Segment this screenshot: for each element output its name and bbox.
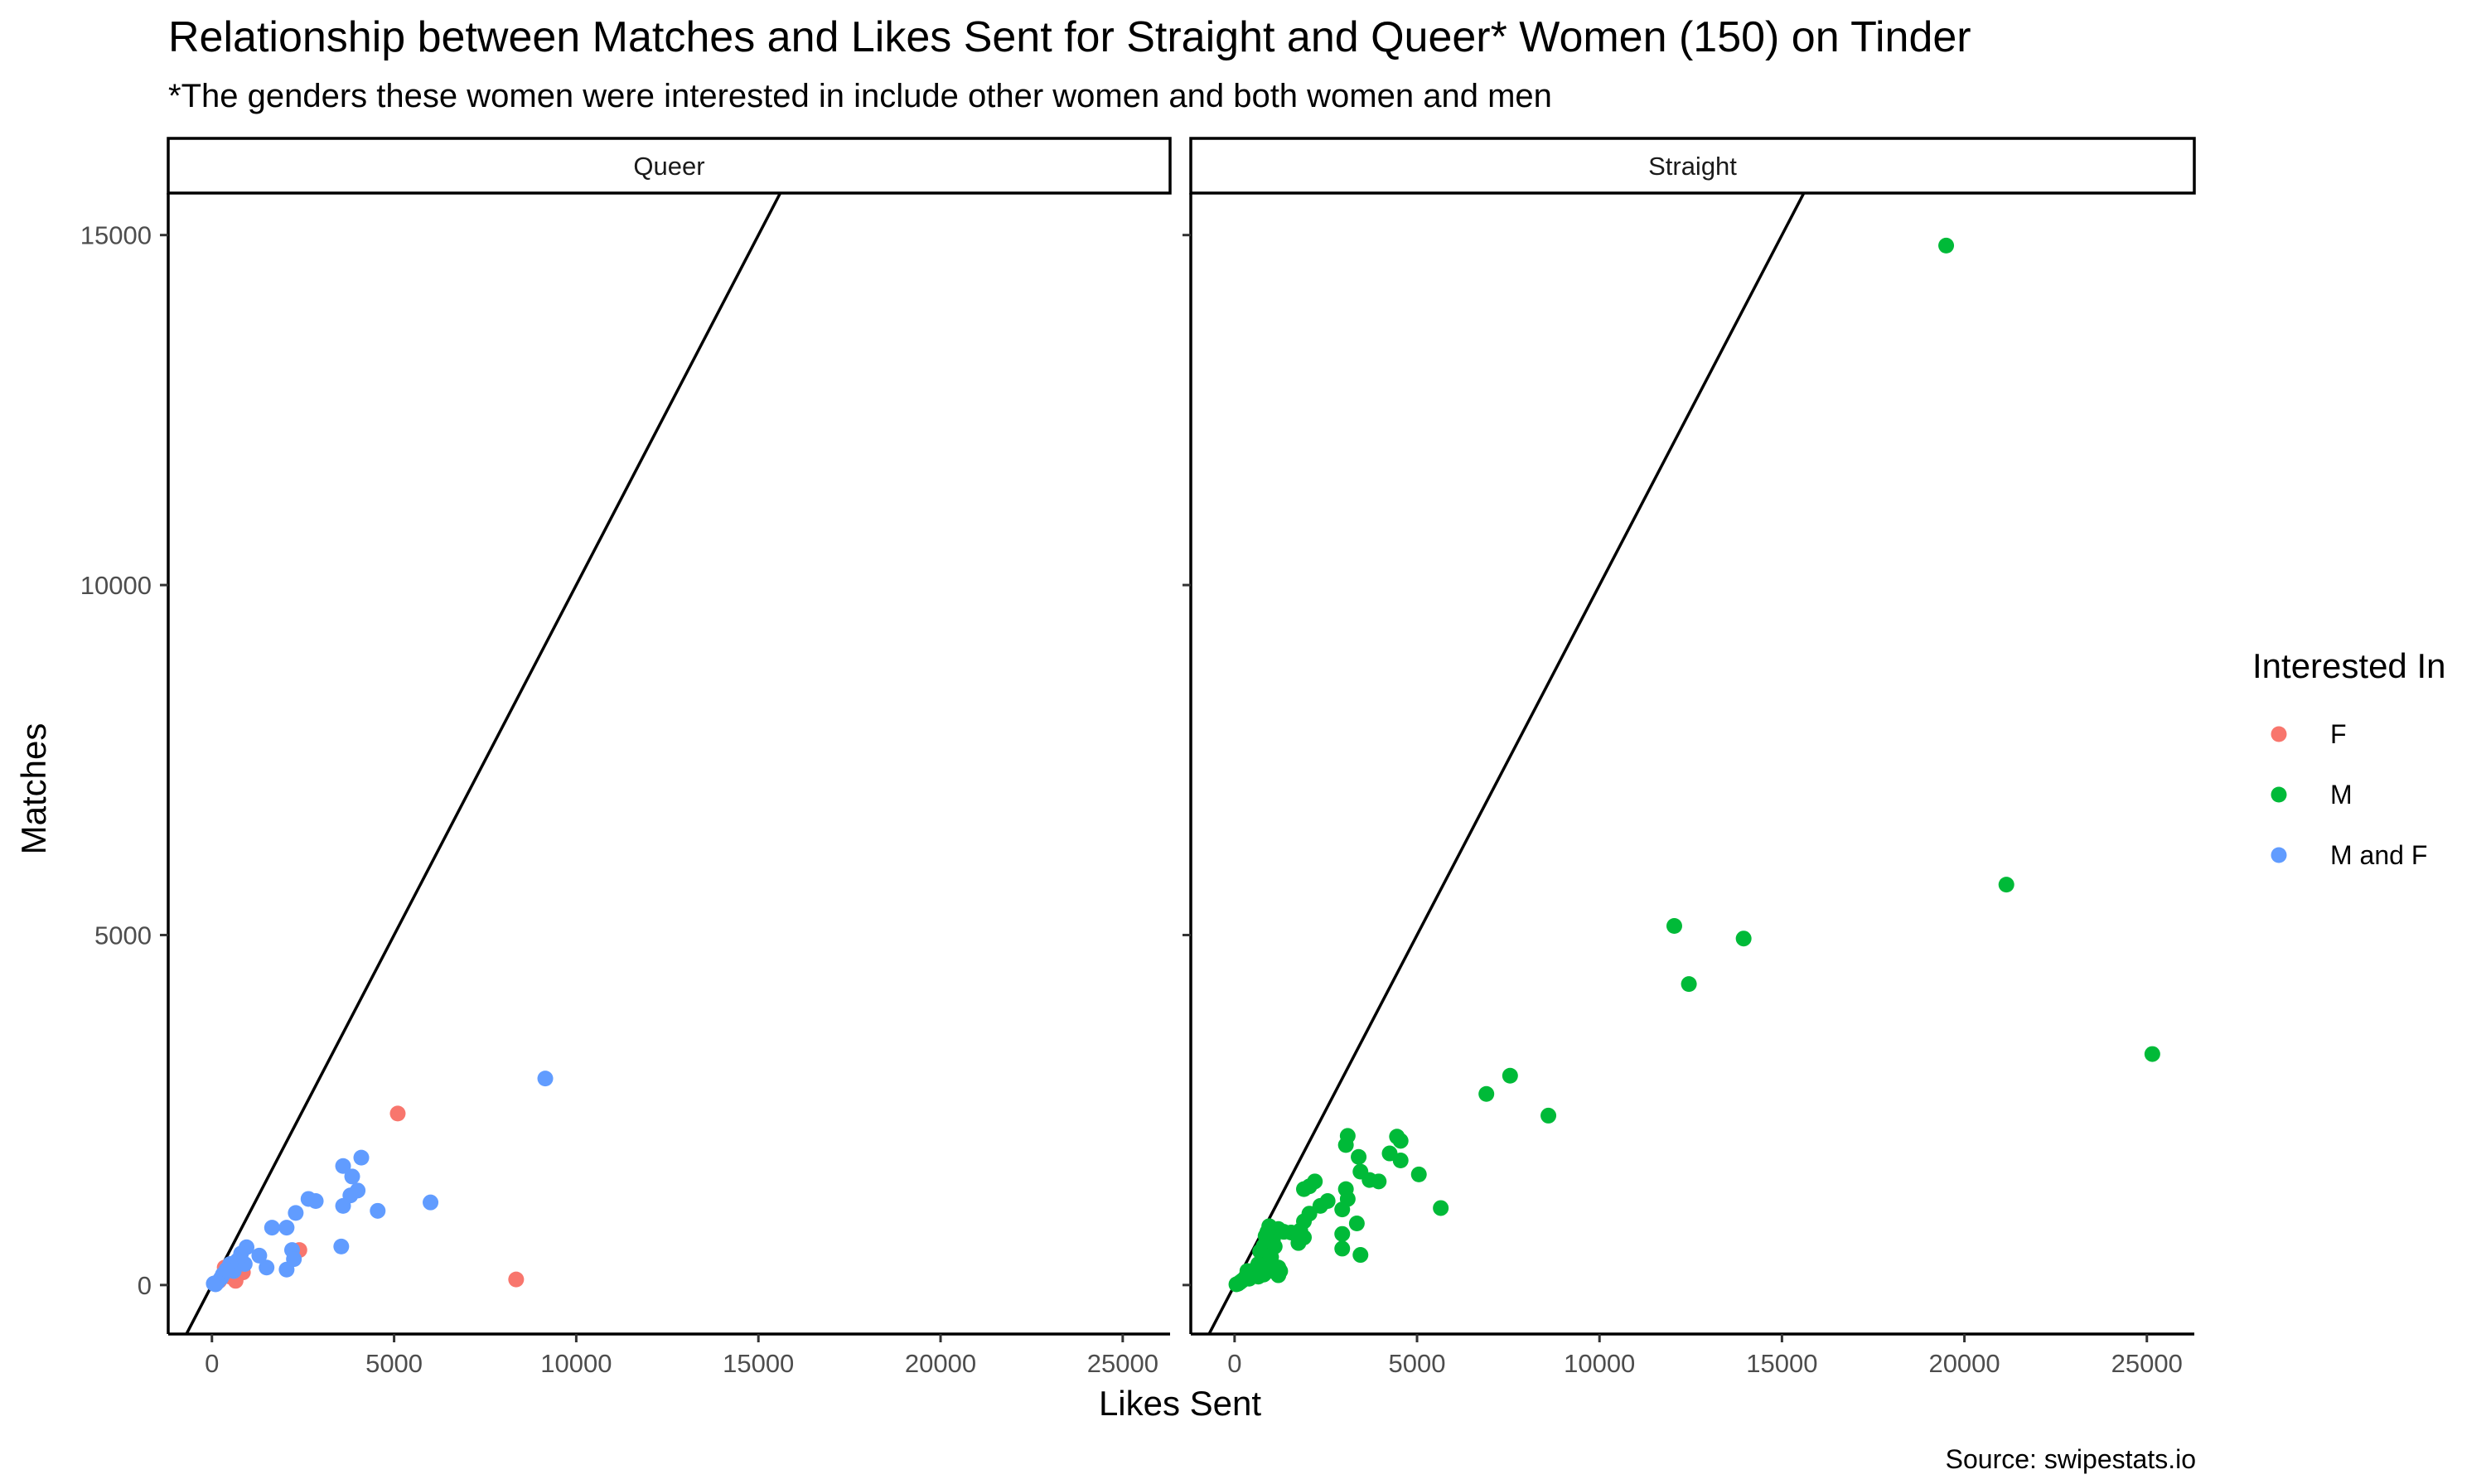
data-point bbox=[1312, 1197, 1328, 1214]
legend-label: F bbox=[2330, 719, 2347, 749]
facet-strip bbox=[1189, 137, 2196, 195]
data-point bbox=[307, 1192, 324, 1209]
y-tick-label: 15000 bbox=[80, 221, 152, 250]
x-tick-label: 0 bbox=[205, 1349, 219, 1378]
x-tick-label: 20000 bbox=[905, 1349, 976, 1378]
facet-strip bbox=[167, 137, 1172, 195]
data-point bbox=[206, 1275, 222, 1292]
data-point bbox=[1410, 1166, 1427, 1182]
x-tick-label: 10000 bbox=[540, 1349, 612, 1378]
x-tick-label: 15000 bbox=[723, 1349, 794, 1378]
legend-key bbox=[2271, 786, 2287, 803]
data-point bbox=[389, 1105, 406, 1122]
data-point bbox=[1334, 1225, 1351, 1242]
data-point bbox=[537, 1071, 554, 1087]
data-point bbox=[508, 1271, 525, 1288]
y-tick-label: 0 bbox=[138, 1271, 152, 1300]
chart-subtitle: *The genders these women were interested… bbox=[168, 78, 1552, 114]
data-point bbox=[1334, 1201, 1351, 1218]
data-point bbox=[288, 1205, 304, 1221]
panel-queer: Queer 0 5000 10000 15000 20000 25000 0 5000 10000… bbox=[80, 137, 1172, 1378]
y-tick-label: 5000 bbox=[94, 921, 152, 950]
x-axis-title: Likes Sent bbox=[1099, 1384, 1261, 1423]
data-point bbox=[1348, 1216, 1365, 1232]
data-point bbox=[1352, 1247, 1369, 1264]
data-point bbox=[1351, 1148, 1367, 1165]
data-point bbox=[1938, 237, 1955, 254]
reference-line bbox=[1207, 193, 1806, 1334]
data-point bbox=[1241, 1270, 1257, 1287]
chart-title: Relationship between Matches and Likes S… bbox=[168, 13, 1971, 61]
x-tick-label: 5000 bbox=[1389, 1349, 1446, 1378]
data-point bbox=[1389, 1129, 1405, 1145]
data-point bbox=[1666, 917, 1682, 934]
data-point bbox=[1998, 877, 2014, 893]
facet-strip-label: Queer bbox=[633, 152, 704, 181]
data-point bbox=[335, 1158, 351, 1174]
legend-key bbox=[2271, 847, 2287, 863]
x-tick-label: 20000 bbox=[1928, 1349, 2000, 1378]
data-point bbox=[1337, 1137, 1354, 1153]
chart-caption: Source: swipestats.io bbox=[1946, 1444, 2196, 1474]
data-point bbox=[335, 1197, 351, 1214]
data-point bbox=[1392, 1152, 1409, 1168]
data-point bbox=[423, 1194, 439, 1211]
data-point bbox=[264, 1220, 280, 1236]
data-point bbox=[259, 1259, 275, 1276]
data-point bbox=[1433, 1200, 1449, 1216]
data-point bbox=[278, 1261, 295, 1278]
legend-title: Interested In bbox=[2252, 646, 2445, 685]
x-tick-label: 25000 bbox=[2111, 1349, 2183, 1378]
data-point bbox=[1296, 1181, 1313, 1197]
legend: Interested In F M M and F bbox=[2252, 646, 2445, 870]
x-tick-label: 10000 bbox=[1564, 1349, 1635, 1378]
panel-straight: Straight 0 5000 10000 15000 20000 25000 bbox=[1183, 137, 2196, 1378]
facet-panels: Queer 0 5000 10000 15000 20000 25000 0 5000 10000… bbox=[80, 137, 2196, 1378]
facet-strip-label: Straight bbox=[1648, 152, 1737, 181]
data-point bbox=[1681, 976, 1697, 993]
data-point bbox=[333, 1238, 350, 1254]
x-tick-label: 25000 bbox=[1087, 1349, 1158, 1378]
data-point bbox=[1502, 1067, 1518, 1084]
x-tick-label: 5000 bbox=[365, 1349, 423, 1378]
points bbox=[206, 1071, 554, 1293]
data-point bbox=[1735, 931, 1752, 947]
data-point bbox=[1228, 1276, 1245, 1293]
data-point bbox=[278, 1220, 295, 1236]
data-point bbox=[344, 1168, 360, 1185]
data-point bbox=[370, 1202, 386, 1219]
data-point bbox=[1352, 1163, 1369, 1180]
data-point bbox=[1478, 1085, 1495, 1102]
legend-label: M bbox=[2330, 780, 2353, 810]
data-point bbox=[251, 1247, 268, 1264]
points bbox=[1228, 237, 2160, 1293]
legend-label: M and F bbox=[2330, 840, 2427, 870]
y-tick-label: 10000 bbox=[80, 571, 152, 600]
legend-key bbox=[2271, 726, 2287, 742]
data-point bbox=[1334, 1240, 1351, 1257]
y-axis-title: Matches bbox=[14, 723, 53, 855]
reference-line bbox=[185, 193, 782, 1334]
data-point bbox=[1540, 1107, 1557, 1124]
x-tick-label: 15000 bbox=[1746, 1349, 1817, 1378]
x-tick-label: 0 bbox=[1227, 1349, 1241, 1378]
data-point bbox=[2144, 1046, 2160, 1062]
data-point bbox=[353, 1149, 370, 1166]
data-point bbox=[1265, 1263, 1281, 1279]
